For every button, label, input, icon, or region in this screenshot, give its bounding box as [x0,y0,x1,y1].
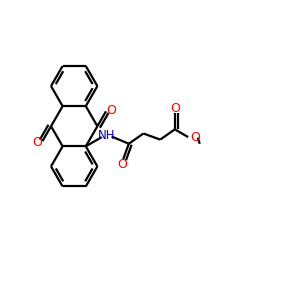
Text: O: O [170,102,180,115]
Text: O: O [190,131,200,144]
Text: NH: NH [98,129,116,142]
Text: O: O [106,103,116,117]
Text: O: O [33,136,43,149]
Text: O: O [118,158,128,171]
